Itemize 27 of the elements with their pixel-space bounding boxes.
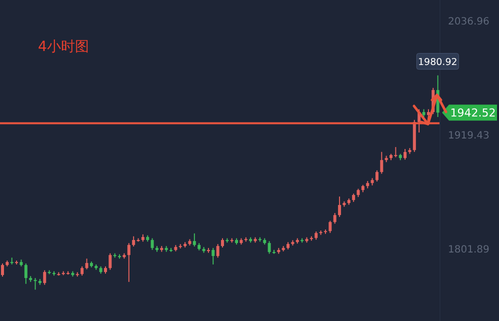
candlestick [404, 148, 407, 160]
candlestick [380, 151, 384, 174]
candlestick [150, 238, 154, 250]
candlestick [338, 196, 342, 218]
y-tick-label: 2036.96 [448, 16, 490, 28]
candlestick [132, 236, 136, 247]
candlestick [221, 238, 224, 248]
annotation: 1980.92 [418, 56, 458, 68]
candlestick [108, 252, 112, 270]
candlestick [328, 220, 332, 234]
candlestick [375, 170, 378, 182]
candlestick [85, 258, 88, 270]
text: 1942.52 [450, 106, 496, 120]
candlestick [192, 232, 196, 247]
candlestick [127, 242, 130, 282]
text: 4小时图 [38, 38, 89, 56]
candlestick [24, 262, 28, 284]
candlestick [212, 247, 215, 265]
candlestick [1, 262, 4, 278]
candlestick [333, 212, 336, 224]
candlestick [216, 244, 220, 258]
candlestick [34, 278, 37, 290]
candlestick [43, 270, 46, 286]
candlestick [268, 240, 271, 254]
y-tick-label: 1801.89 [448, 244, 490, 256]
y-tick-label: 1919.43 [448, 130, 490, 142]
candlestick [80, 266, 84, 276]
